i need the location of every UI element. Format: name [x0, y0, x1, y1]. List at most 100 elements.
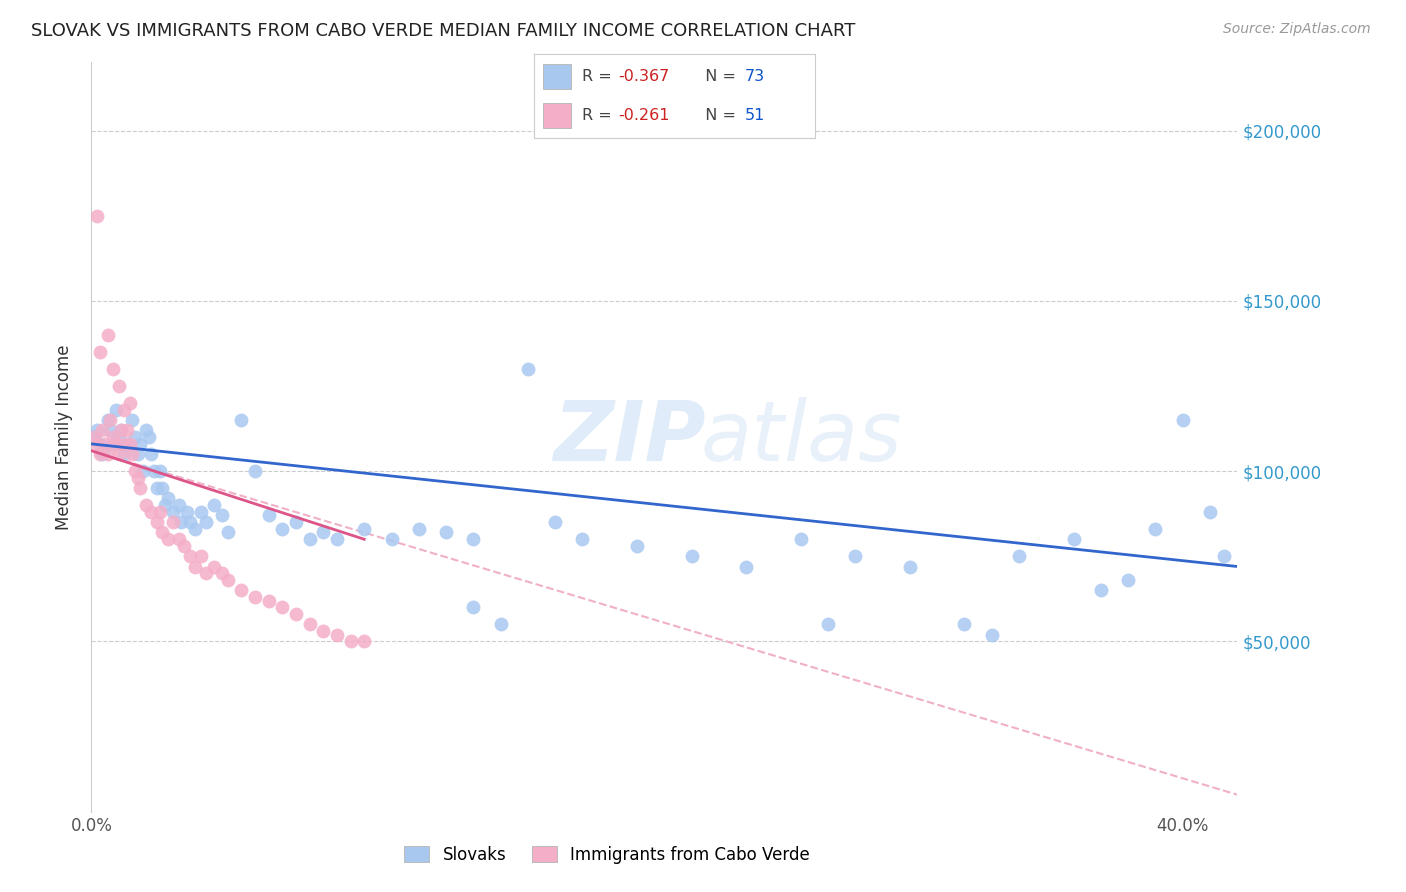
Point — [571, 533, 593, 547]
Point — [91, 447, 114, 461]
Point — [271, 522, 294, 536]
Point — [194, 515, 217, 529]
Point — [112, 402, 135, 417]
Point — [129, 437, 152, 451]
Point — [89, 345, 111, 359]
Point — [94, 440, 117, 454]
Point — [127, 447, 149, 461]
Point — [150, 481, 173, 495]
Y-axis label: Median Family Income: Median Family Income — [55, 344, 73, 530]
Point — [170, 515, 193, 529]
Point — [124, 430, 146, 444]
Point — [298, 617, 321, 632]
Point — [141, 505, 163, 519]
Point — [844, 549, 866, 564]
Point — [408, 522, 430, 536]
Text: -0.367: -0.367 — [619, 69, 669, 84]
Legend: Slovaks, Immigrants from Cabo Verde: Slovaks, Immigrants from Cabo Verde — [398, 839, 817, 871]
Text: N =: N = — [695, 108, 741, 123]
Point — [121, 447, 143, 461]
Point — [149, 464, 172, 478]
Point — [118, 437, 141, 451]
Point — [83, 430, 105, 444]
Point — [353, 522, 375, 536]
Point — [143, 464, 166, 478]
Point — [103, 430, 125, 444]
Point — [86, 423, 108, 437]
Text: atlas: atlas — [702, 397, 903, 477]
Point — [107, 430, 129, 444]
Point — [1171, 413, 1194, 427]
Text: R =: R = — [582, 69, 617, 84]
Point — [115, 437, 138, 451]
Point — [243, 590, 266, 604]
Point — [107, 379, 129, 393]
Point — [190, 505, 212, 519]
Point — [790, 533, 813, 547]
Text: N =: N = — [695, 69, 741, 84]
Point — [217, 573, 239, 587]
Point — [150, 525, 173, 540]
Point — [898, 559, 921, 574]
Point — [179, 549, 201, 564]
Point — [1063, 533, 1085, 547]
Text: 73: 73 — [745, 69, 765, 84]
Point — [141, 447, 163, 461]
Point — [103, 362, 125, 376]
Point — [211, 566, 233, 581]
Point — [115, 423, 138, 437]
Point — [153, 498, 176, 512]
Point — [1116, 573, 1139, 587]
Point — [243, 464, 266, 478]
Point — [100, 423, 122, 437]
Point — [167, 533, 190, 547]
Point — [202, 559, 225, 574]
Point — [326, 627, 349, 641]
Point — [107, 447, 129, 461]
Point — [194, 566, 217, 581]
Point — [1199, 505, 1222, 519]
Point — [179, 515, 201, 529]
Point — [202, 498, 225, 512]
Point — [110, 423, 132, 437]
Point — [162, 505, 184, 519]
Point — [231, 413, 253, 427]
Point — [129, 481, 152, 495]
Point — [103, 437, 125, 451]
Point — [326, 533, 349, 547]
Point — [1212, 549, 1234, 564]
Point — [112, 447, 135, 461]
Point — [380, 533, 402, 547]
Point — [83, 430, 105, 444]
Point — [217, 525, 239, 540]
Point — [97, 447, 120, 461]
Point — [112, 437, 135, 451]
Point — [312, 525, 335, 540]
Point — [176, 505, 198, 519]
FancyBboxPatch shape — [543, 103, 571, 128]
Point — [211, 508, 233, 523]
Point — [110, 423, 132, 437]
Point — [1008, 549, 1031, 564]
Point — [298, 533, 321, 547]
Point — [138, 430, 160, 444]
Point — [97, 413, 120, 427]
Point — [353, 634, 375, 648]
Point — [135, 423, 157, 437]
Point — [339, 634, 361, 648]
Point — [434, 525, 457, 540]
FancyBboxPatch shape — [543, 63, 571, 89]
Point — [97, 327, 120, 342]
Point — [312, 624, 335, 639]
Point — [132, 464, 155, 478]
Text: -0.261: -0.261 — [619, 108, 671, 123]
Point — [91, 423, 114, 437]
Point — [149, 505, 172, 519]
Point — [1144, 522, 1167, 536]
Point — [89, 447, 111, 461]
Point — [681, 549, 703, 564]
Point — [94, 437, 117, 451]
Point — [980, 627, 1002, 641]
Point — [271, 600, 294, 615]
Point — [231, 583, 253, 598]
